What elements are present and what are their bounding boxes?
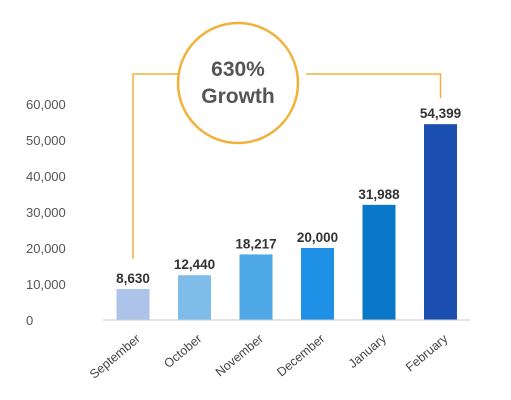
y-tick-label: 10,000 bbox=[26, 277, 66, 292]
y-tick-label: 0 bbox=[26, 313, 33, 328]
x-tick-label-october: October bbox=[161, 332, 204, 371]
y-axis-ticks: 0 10,000 20,000 30,000 40,000 50,000 60,000 bbox=[26, 97, 66, 328]
x-tick-label-january: January bbox=[346, 331, 390, 371]
callout-connector-right bbox=[306, 73, 442, 99]
callout-percentage: 630% bbox=[211, 58, 265, 81]
bar-september bbox=[116, 288, 150, 320]
bar-november bbox=[239, 254, 273, 320]
y-tick-label: 30,000 bbox=[26, 205, 66, 220]
growth-callout: 630% Growth bbox=[132, 21, 442, 259]
data-label-february: 54,399 bbox=[420, 106, 461, 121]
bar-october bbox=[178, 275, 211, 320]
data-label-november: 18,217 bbox=[235, 236, 276, 251]
bar-december bbox=[301, 248, 334, 320]
data-labels: 8,630 12,440 18,217 20,000 31,988 54,399 bbox=[116, 106, 461, 286]
callout-circle bbox=[176, 21, 300, 145]
data-label-january: 31,988 bbox=[358, 187, 400, 202]
y-tick-label: 40,000 bbox=[26, 169, 66, 184]
data-label-september: 8,630 bbox=[116, 271, 150, 286]
y-tick-label: 60,000 bbox=[26, 97, 66, 112]
data-label-october: 12,440 bbox=[174, 257, 215, 272]
y-tick-label: 50,000 bbox=[26, 133, 66, 148]
bars bbox=[116, 124, 457, 320]
bar-january bbox=[362, 204, 396, 320]
callout-label: Growth bbox=[201, 85, 275, 108]
bar-february bbox=[424, 124, 457, 320]
x-axis-ticks: September October November December January F… bbox=[87, 331, 451, 382]
x-tick-label-december: December bbox=[274, 332, 327, 380]
callout-connector-left bbox=[132, 73, 178, 259]
x-tick-label-november: November bbox=[213, 332, 266, 380]
x-tick-label-september: September bbox=[87, 332, 143, 382]
data-label-december: 20,000 bbox=[297, 230, 338, 245]
x-tick-label-february: February bbox=[403, 331, 451, 374]
y-tick-label: 20,000 bbox=[26, 241, 66, 256]
